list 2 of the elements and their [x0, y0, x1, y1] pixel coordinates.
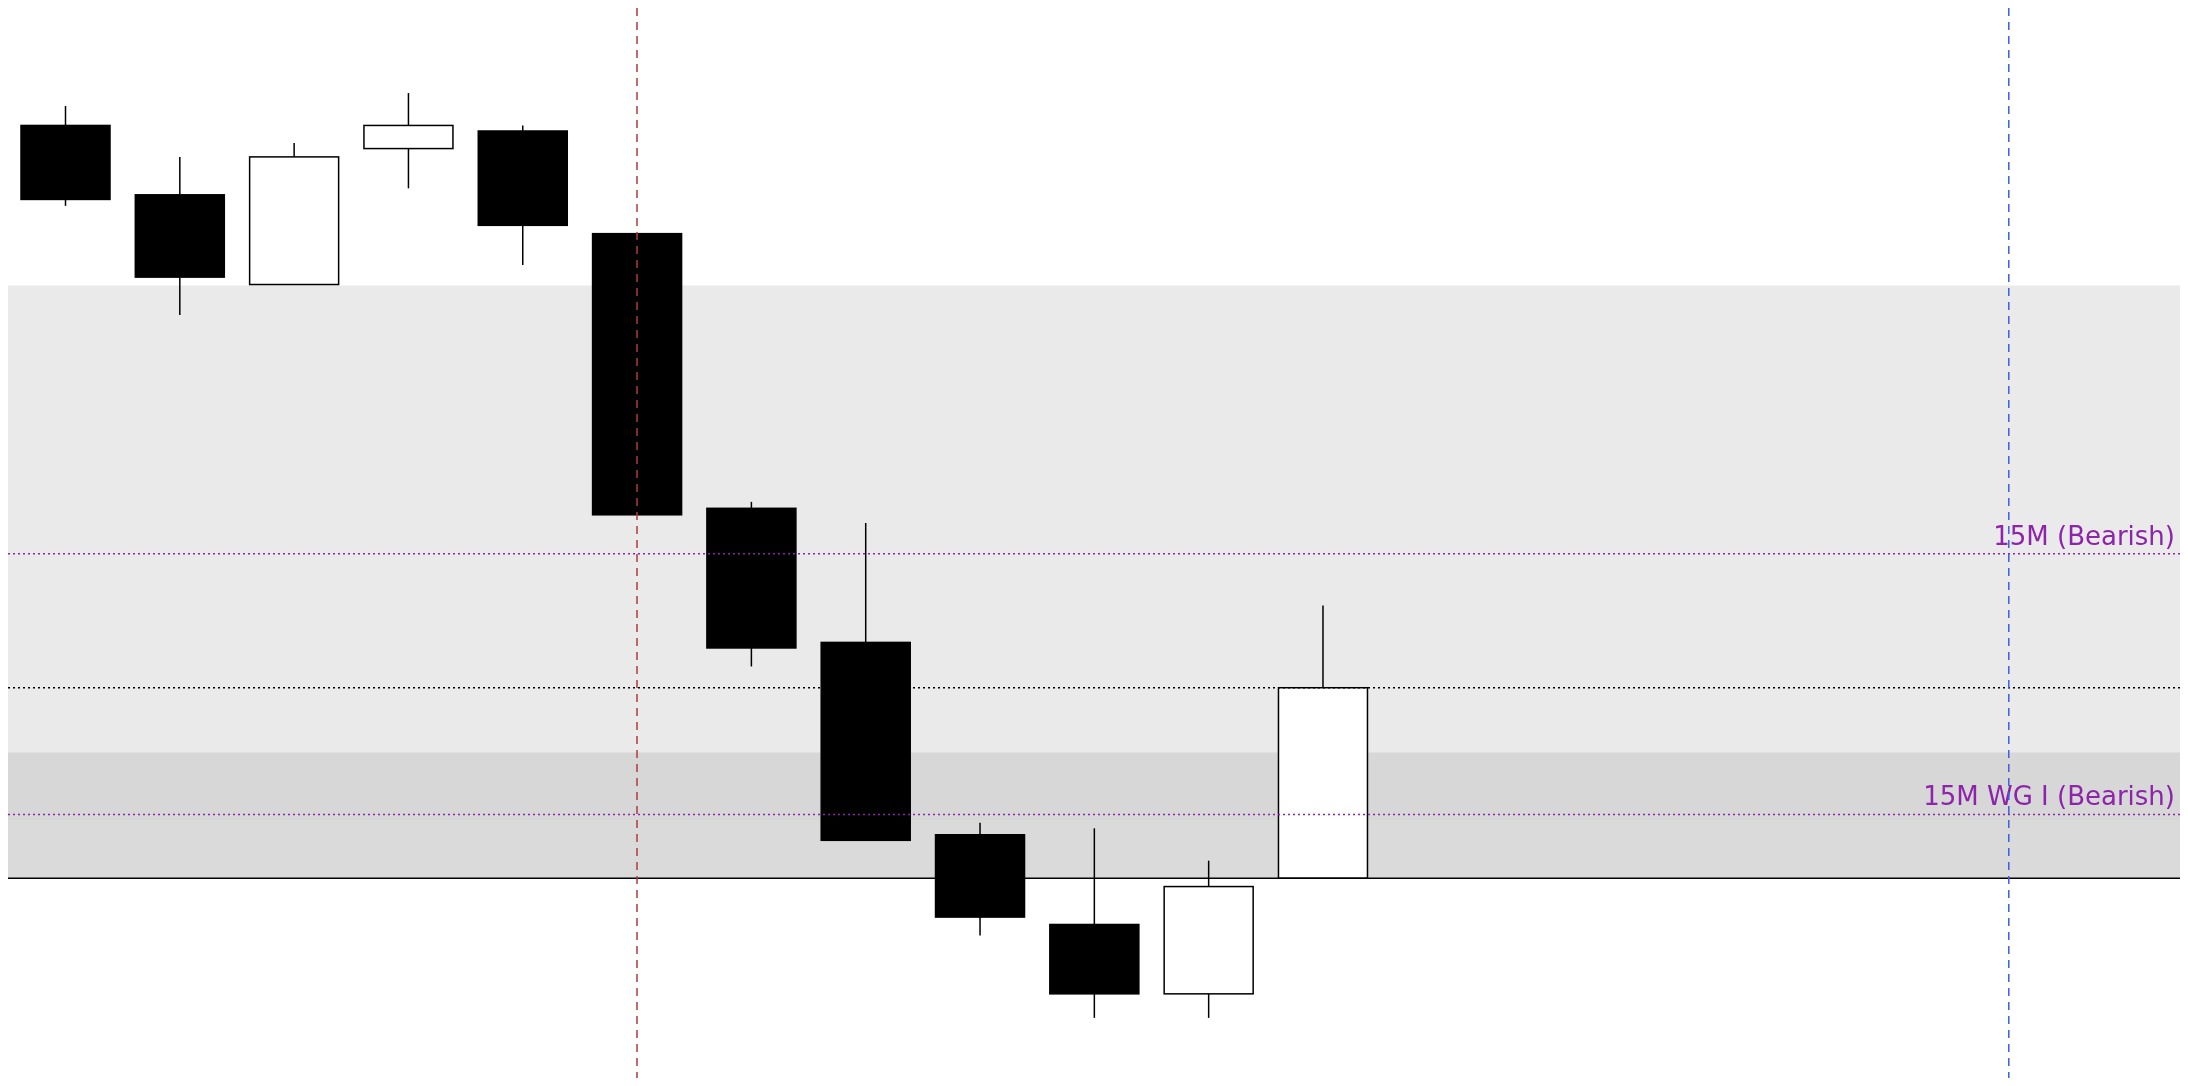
ref-line-label: 15M WG I (Bearish)	[1923, 781, 2175, 812]
ref-line-label: 15M (Bearish)	[1993, 520, 2175, 551]
